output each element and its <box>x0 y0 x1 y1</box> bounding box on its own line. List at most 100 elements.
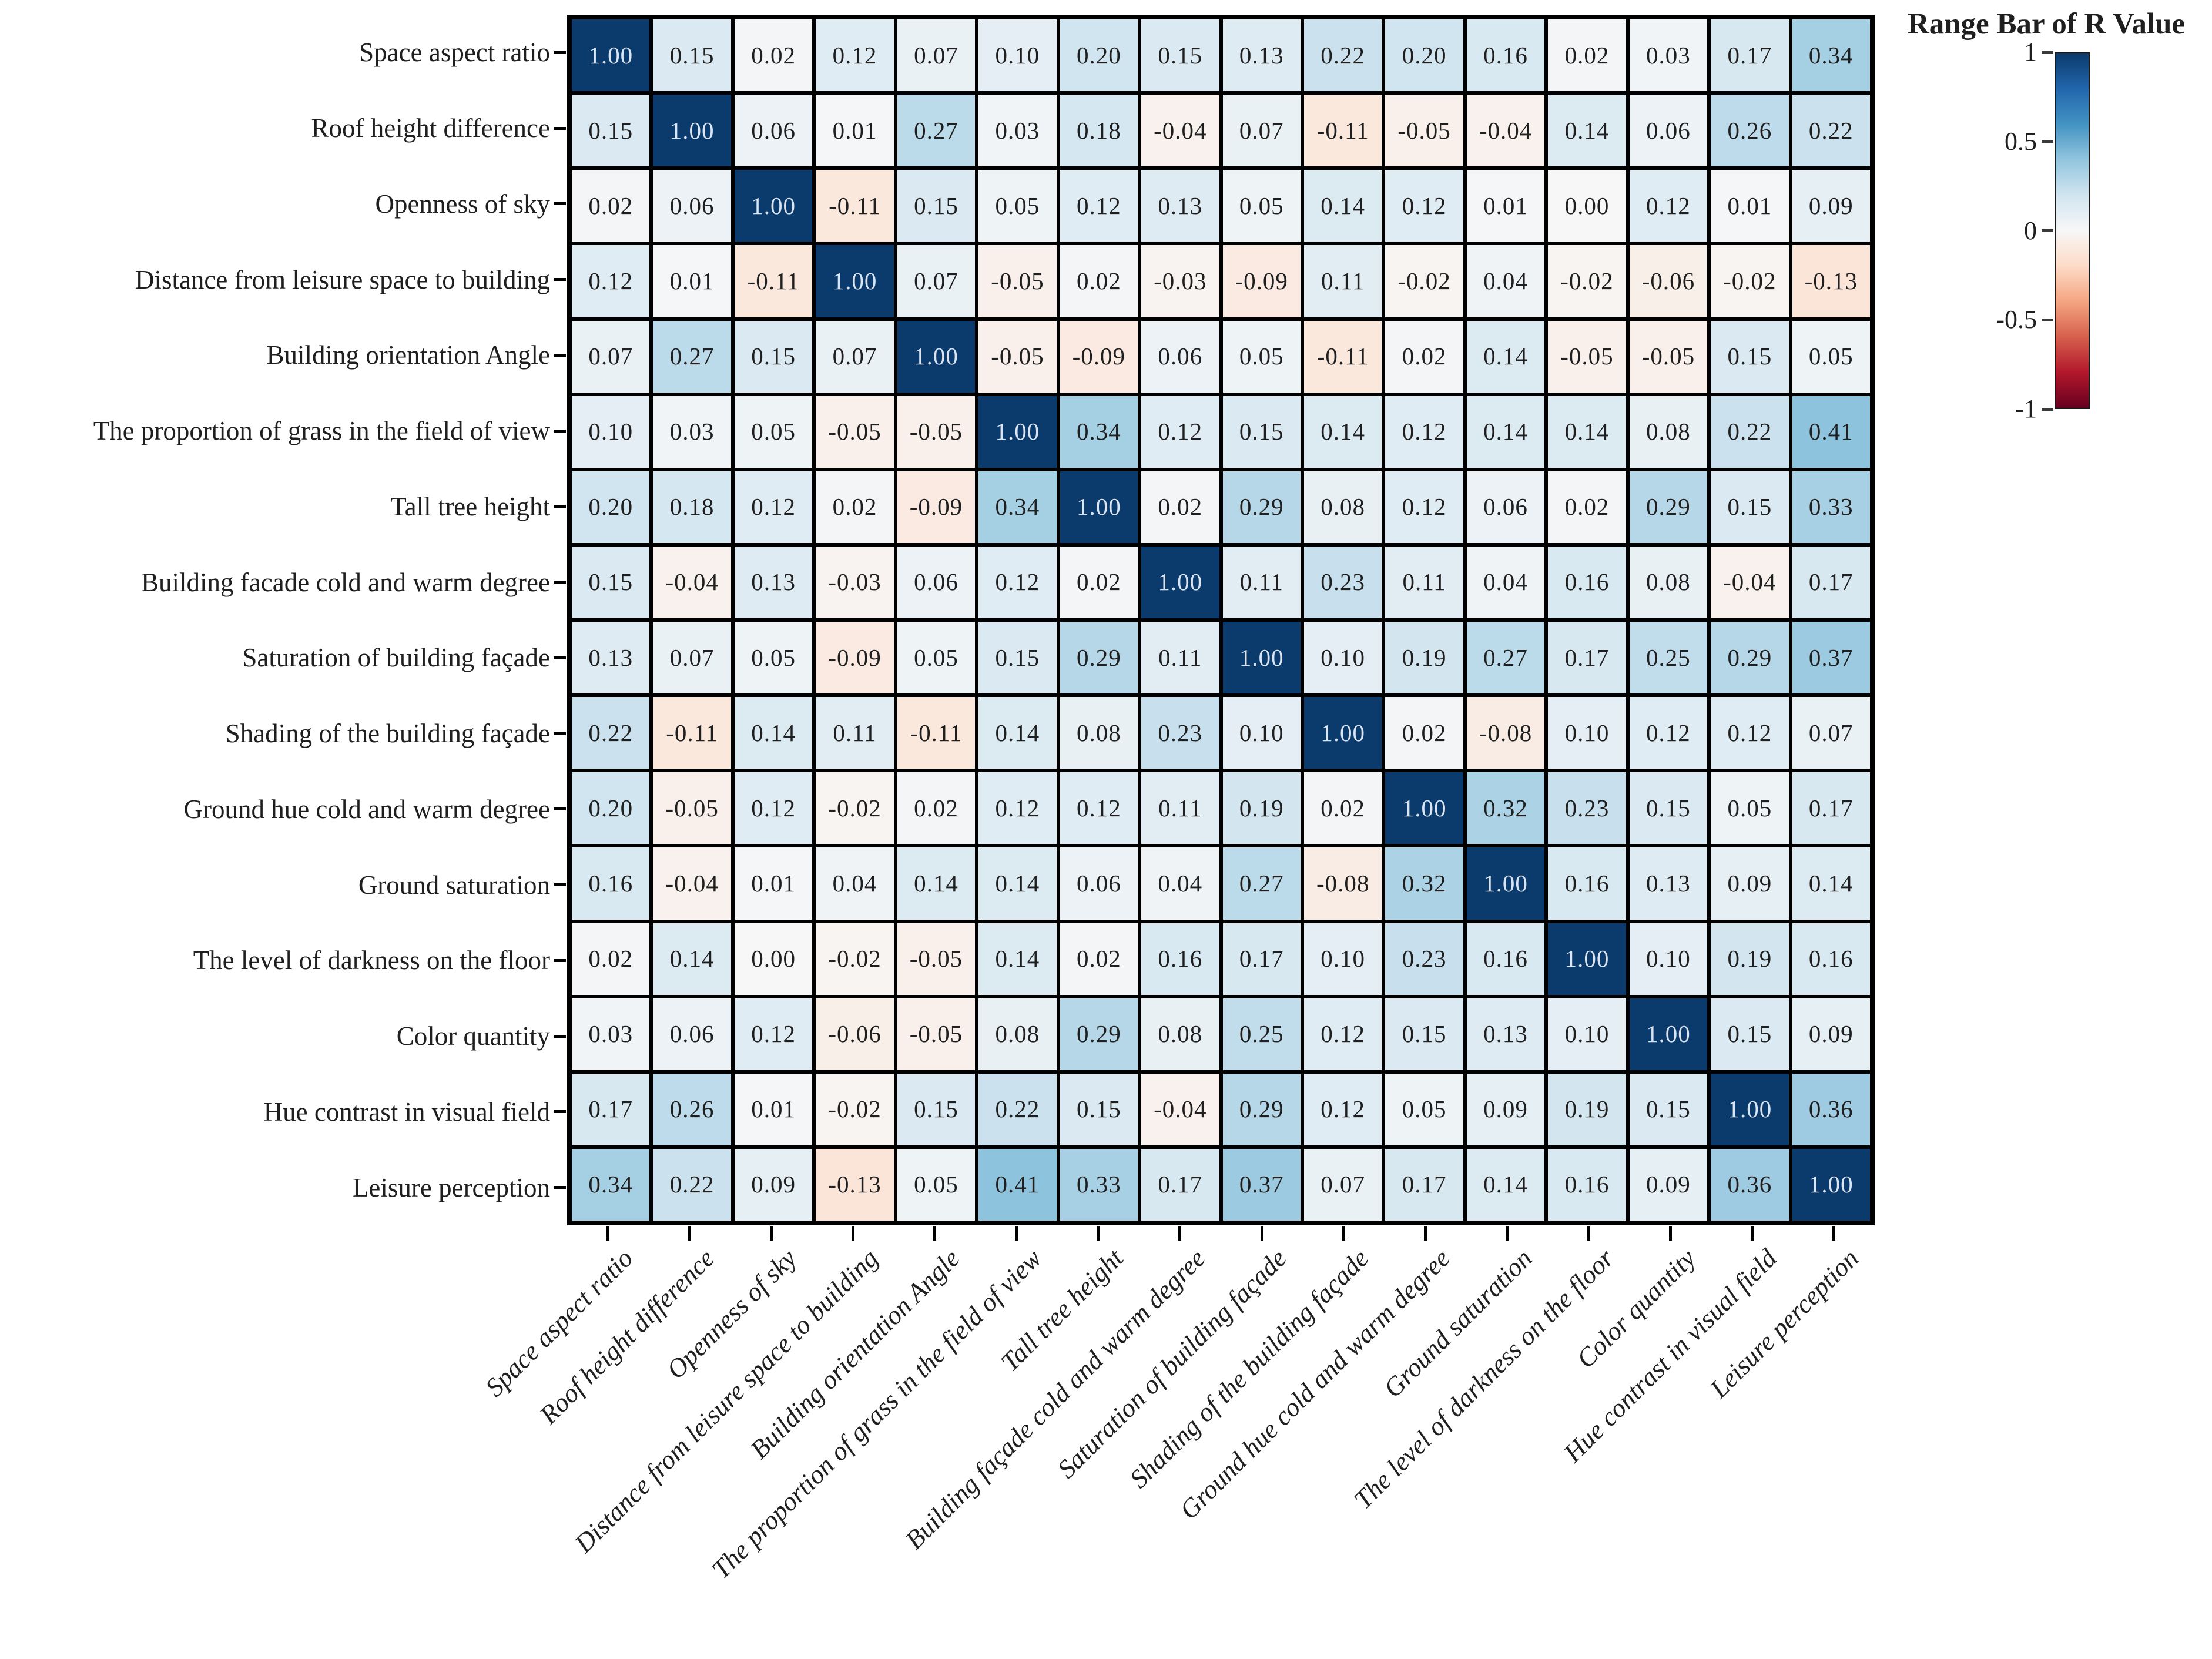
heatmap-cell: 0.16 <box>1546 1147 1628 1222</box>
heatmap-cell: -0.04 <box>651 544 733 620</box>
x-axis-label: Distance from leisure space to building <box>568 1243 884 1559</box>
colorbar-tick-mark <box>2042 229 2053 232</box>
y-axis-label: Ground hue cold and warm degree <box>183 794 550 824</box>
heatmap-cell: -0.05 <box>977 243 1058 319</box>
heatmap-cell: -0.04 <box>1139 1071 1221 1147</box>
heatmap-cell: 0.29 <box>1221 1071 1302 1147</box>
y-tick-mark <box>554 202 566 206</box>
x-tick-mark <box>1832 1226 1835 1241</box>
heatmap-cell: 0.02 <box>1058 243 1140 319</box>
colorbar-tick-mark <box>2042 140 2053 143</box>
y-tick-mark <box>554 51 566 54</box>
heatmap-cell: 0.02 <box>814 469 896 545</box>
heatmap-cell: 0.16 <box>570 846 652 921</box>
heatmap-cell: 0.15 <box>1221 394 1302 470</box>
heatmap-cell: -0.09 <box>1221 243 1302 319</box>
heatmap-cell: 0.12 <box>1627 695 1710 771</box>
heatmap-cell: 0.04 <box>814 846 896 921</box>
heatmap-cell: 0.17 <box>1790 770 1872 846</box>
heatmap-cell: 0.19 <box>1383 620 1465 696</box>
heatmap-cell: 0.27 <box>1464 620 1547 696</box>
heatmap-cell: 0.14 <box>977 695 1058 771</box>
heatmap-cell: 0.11 <box>1221 544 1302 620</box>
heatmap-grid: 1.00 0.15 0.02 0.12 0.07 0.10 0.20 0.15 0.13 0.22… <box>567 15 1875 1225</box>
heatmap-cell: 0.02 <box>1383 695 1465 771</box>
heatmap-cell: -0.09 <box>1058 319 1140 394</box>
heatmap-cell: -0.05 <box>895 996 977 1072</box>
heatmap-cell: 0.14 <box>1790 846 1872 921</box>
heatmap-cell: 0.15 <box>1058 1071 1140 1147</box>
heatmap-cell: 0.05 <box>1709 770 1791 846</box>
heatmap-cell: 0.15 <box>1709 319 1791 394</box>
heatmap-cell: 0.14 <box>1546 394 1628 470</box>
heatmap-cell: 0.05 <box>1383 1071 1465 1147</box>
heatmap-cell: 0.07 <box>895 243 977 319</box>
heatmap-cell: 0.16 <box>1464 18 1547 93</box>
heatmap-cell: 0.15 <box>732 319 815 394</box>
heatmap-cell: 0.10 <box>1546 996 1628 1072</box>
heatmap-cell: 0.41 <box>1790 394 1872 470</box>
x-tick-mark <box>1587 1226 1590 1241</box>
heatmap-cell: -0.11 <box>1302 93 1384 169</box>
heatmap-cell: -0.04 <box>1709 544 1791 620</box>
heatmap-cell: 0.34 <box>1058 394 1140 470</box>
heatmap-cell: 1.00 <box>1058 469 1140 545</box>
y-tick-mark <box>554 732 566 735</box>
heatmap-cell: 0.34 <box>977 469 1058 545</box>
y-tick-mark <box>554 126 566 130</box>
heatmap-cell: 0.07 <box>895 18 977 93</box>
heatmap-cell: 0.14 <box>1302 394 1384 470</box>
heatmap-cell: 0.16 <box>1464 921 1547 997</box>
heatmap-cell: 0.25 <box>1221 996 1302 1072</box>
heatmap-cell: 0.05 <box>732 620 815 696</box>
heatmap-cell: 0.07 <box>814 319 896 394</box>
heatmap-cell: 0.01 <box>814 93 896 169</box>
y-axis-label: Building orientation Angle <box>266 340 550 370</box>
heatmap-cell: 0.33 <box>1058 1147 1140 1222</box>
heatmap-cell: 0.12 <box>1383 469 1465 545</box>
y-tick-mark <box>554 958 566 962</box>
heatmap-cell: -0.05 <box>895 394 977 470</box>
y-axis-label: Building facade cold and warm degree <box>141 567 550 597</box>
heatmap-cell: 0.12 <box>1383 168 1465 244</box>
heatmap-cell: -0.05 <box>1627 319 1710 394</box>
heatmap-cell: 0.03 <box>651 394 733 470</box>
heatmap-cell: 0.05 <box>732 394 815 470</box>
heatmap-cell: 0.22 <box>1302 18 1384 93</box>
heatmap-cell: 0.22 <box>1709 394 1791 470</box>
heatmap-cell: 1.00 <box>651 93 733 169</box>
y-axis-label: Tall tree height <box>390 491 550 521</box>
heatmap-cell: 0.15 <box>570 93 652 169</box>
y-tick-mark <box>554 1110 566 1114</box>
heatmap-cell: 0.19 <box>1709 921 1791 997</box>
y-axis-label: The level of darkness on the floor <box>193 946 550 976</box>
heatmap-cell: 0.10 <box>570 394 652 470</box>
heatmap-cell: 0.12 <box>977 770 1058 846</box>
heatmap-cell: 0.17 <box>1221 921 1302 997</box>
heatmap-cell: 0.12 <box>732 469 815 545</box>
heatmap-cell: -0.11 <box>895 695 977 771</box>
heatmap-cell: -0.02 <box>814 921 896 997</box>
heatmap-cell: 0.12 <box>1058 168 1140 244</box>
heatmap-cell: 0.06 <box>1058 846 1140 921</box>
heatmap-cell: 0.33 <box>1790 469 1872 545</box>
heatmap-cell: 0.12 <box>1627 168 1710 244</box>
y-tick-mark <box>554 883 566 887</box>
colorbar-tick-mark <box>2042 407 2053 411</box>
y-axis-label: Saturation of building façade <box>242 643 550 673</box>
x-tick-mark <box>1423 1226 1427 1241</box>
heatmap-cell: 1.00 <box>977 394 1058 470</box>
y-axis-label: Hue contrast in visual field <box>263 1097 550 1127</box>
heatmap-cell: -0.02 <box>814 770 896 846</box>
heatmap-cell: 0.02 <box>1546 18 1628 93</box>
legend-title: Range Bar of R Value <box>1907 8 2186 41</box>
y-axis-label: Openness of sky <box>375 189 550 219</box>
heatmap-cell: 0.08 <box>1139 996 1221 1072</box>
x-tick-mark <box>1342 1226 1345 1241</box>
heatmap-cell: 0.15 <box>895 168 977 244</box>
x-tick-mark <box>1668 1226 1672 1241</box>
heatmap-cell: 0.22 <box>1790 93 1872 169</box>
colorbar-tick-mark <box>2042 51 2053 54</box>
heatmap-cell: 0.07 <box>1790 695 1872 771</box>
y-axis-label: Shading of the building façade <box>225 719 550 749</box>
